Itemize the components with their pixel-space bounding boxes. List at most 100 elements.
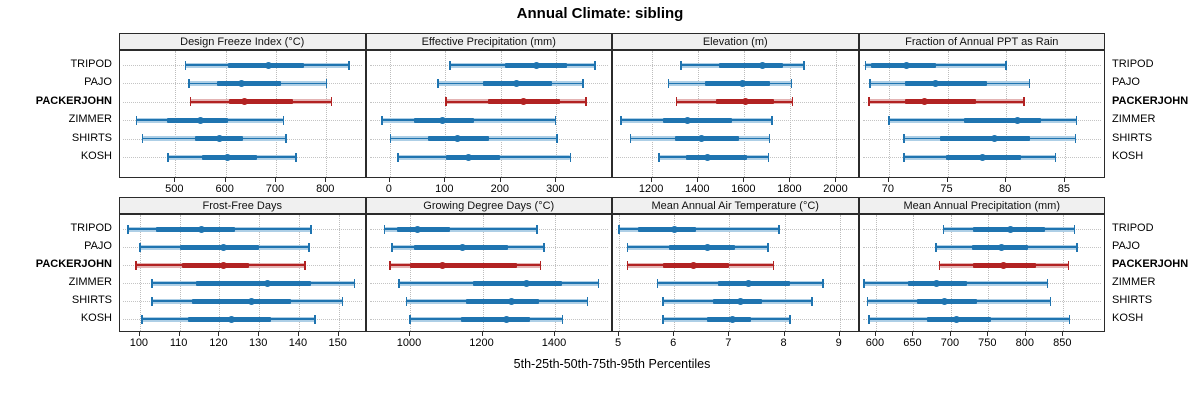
median-dot [198, 225, 205, 233]
whisker-cap-low [656, 278, 659, 288]
median-dot [264, 61, 272, 69]
percentile-25-75-band [668, 244, 735, 250]
whisker-cap-high [282, 115, 285, 125]
whisker-cap-high [597, 278, 600, 288]
axis-tick-label: 700 [940, 337, 960, 349]
whisker-cap-high [771, 115, 773, 125]
median-dot [990, 135, 998, 143]
median-dot [941, 297, 949, 305]
whisker-cap-high [539, 260, 542, 270]
percentile-25-75-band [445, 154, 500, 160]
percentile-25-75-band [718, 62, 784, 68]
whisker-cap-low [868, 314, 870, 324]
whisker-cap-low [863, 278, 865, 288]
gridline [744, 51, 746, 177]
gridline [298, 215, 300, 331]
whisker-cap-high [1028, 78, 1031, 88]
site-label-shirts-left: SHIRTS [71, 294, 112, 306]
whisker-cap-low [409, 314, 411, 324]
axis-tick-label: 800 [1015, 337, 1035, 349]
median-dot [920, 98, 928, 106]
median-dot [741, 98, 749, 106]
site-label-kosh-right: KOSH [1112, 312, 1144, 324]
median-dot [520, 98, 528, 106]
whisker-cap-low [662, 296, 664, 306]
panel-plot-mean-annual-precipitation-mm [858, 214, 1105, 332]
axis-tick [651, 178, 653, 182]
median-dot [240, 98, 248, 106]
gridline [338, 215, 340, 331]
gridline [836, 51, 838, 177]
site-label-packerjohn-right: PACKERJOHN [1112, 94, 1189, 107]
whisker-cap-low [151, 296, 153, 306]
gridline [698, 51, 700, 177]
axis-tick [728, 332, 730, 336]
gridline [225, 51, 227, 177]
axis-tick [337, 332, 339, 336]
gridline [1064, 51, 1066, 177]
whisker-cap-high [585, 97, 587, 107]
axis-tick-label: 2000 [823, 183, 848, 195]
site-label-tripod-left: TRIPOD [70, 58, 112, 70]
axis-tick [444, 178, 446, 182]
median-dot [684, 116, 692, 124]
percentile-25-75-band [905, 80, 988, 86]
site-label-tripod-right: TRIPOD [1112, 58, 1154, 70]
median-dot [1007, 225, 1015, 233]
axis-tick [618, 332, 620, 336]
axis-tick [388, 178, 390, 182]
whisker-cap-low [662, 314, 664, 324]
axis-tick-label: 1200 [638, 183, 664, 195]
axis-tick-label: 200 [490, 183, 510, 195]
gridline [500, 51, 502, 177]
whisker-cap-low [381, 115, 383, 125]
axis-tick [783, 332, 785, 336]
gridline [410, 215, 411, 331]
axis-tick [838, 332, 840, 336]
whisker-cap-high [1067, 260, 1070, 270]
median-dot [703, 243, 711, 251]
percentile-25-75-band [685, 154, 747, 160]
whisker-cap-high [803, 60, 805, 70]
whisker-cap-low [903, 134, 905, 144]
median-dot [227, 315, 235, 323]
panel-plot-fraction-of-annual-ppt-as-rain [858, 50, 1105, 178]
axis-tick [987, 332, 989, 336]
whisker-cap-high [1054, 152, 1057, 162]
whisker-cap-low [139, 242, 141, 252]
whisker-cap-low [626, 242, 629, 252]
median-dot [263, 279, 271, 287]
whisker-cap-low [629, 134, 632, 144]
percentile-5-95-line [865, 64, 1007, 66]
median-dot [979, 153, 987, 161]
axis-tick [697, 178, 699, 182]
whisker-cap-high [1076, 242, 1078, 252]
whisker-cap-low [866, 296, 869, 306]
axis-tick-label: 700 [265, 183, 285, 195]
gridline [389, 51, 391, 177]
percentile-25-75-band [662, 117, 732, 123]
median-dot [745, 279, 753, 287]
x-axis-caption: 5th-25th-50th-75th-95th Percentiles [513, 357, 711, 371]
axis-tick-label: 750 [978, 337, 997, 349]
axis-tick [946, 178, 948, 182]
median-dot [1014, 116, 1022, 124]
median-dot [238, 79, 246, 87]
site-label-pajo-right: PAJO [1112, 240, 1140, 252]
whisker-cap-low [437, 78, 439, 88]
gridline [839, 215, 841, 331]
site-label-zimmer-left: ZIMMER [68, 276, 112, 288]
site-label-packerjohn-left: PACKERJOHN [35, 94, 112, 107]
percentile-25-75-band [638, 226, 697, 232]
whisker-cap-low [135, 260, 137, 270]
axis-tick [835, 178, 837, 182]
axis-tick [178, 332, 180, 336]
whisker-cap-low [397, 152, 399, 162]
whisker-cap-high [768, 134, 771, 144]
percentile-25-75-band [397, 226, 450, 232]
site-label-zimmer-right: ZIMMER [1112, 113, 1156, 126]
site-label-shirts-right: SHIRTS [1112, 131, 1153, 144]
panel-strip-mean-annual-air-temperature-c: Mean Annual Air Temperature (°C) [612, 197, 859, 214]
gridline [950, 215, 952, 331]
site-label-pajo-right: PAJO [1112, 76, 1140, 89]
